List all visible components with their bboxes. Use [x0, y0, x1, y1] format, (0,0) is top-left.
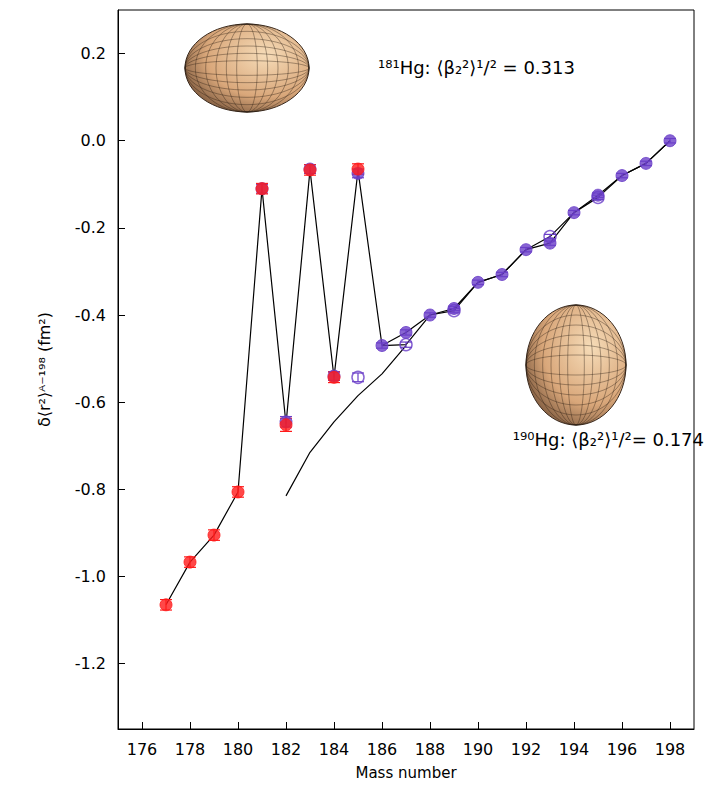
svg-text:186: 186: [367, 740, 398, 759]
svg-text:180: 180: [223, 740, 254, 759]
svg-text:-0.4: -0.4: [75, 306, 106, 325]
svg-text:192: 192: [511, 740, 542, 759]
svg-text:δ⟨r²⟩ᴬ⁻¹⁹⁸ (fm²): δ⟨r²⟩ᴬ⁻¹⁹⁸ (fm²): [35, 312, 54, 427]
svg-text:196: 196: [607, 740, 638, 759]
svg-text:178: 178: [175, 740, 206, 759]
svg-text:0.2: 0.2: [81, 44, 106, 63]
svg-text:-1.0: -1.0: [75, 567, 106, 586]
svg-text:¹⁸¹Hg: ⟨β₂²⟩¹/² = 0.313: ¹⁸¹Hg: ⟨β₂²⟩¹/² = 0.313: [378, 57, 575, 78]
svg-text:182: 182: [271, 740, 302, 759]
svg-text:-1.2: -1.2: [75, 654, 106, 673]
svg-text:-0.8: -0.8: [75, 480, 106, 499]
svg-text:-0.2: -0.2: [75, 218, 106, 237]
svg-text:-0.6: -0.6: [75, 393, 106, 412]
svg-text:¹⁹⁰Hg: ⟨β₂²⟩¹/²= 0.174: ¹⁹⁰Hg: ⟨β₂²⟩¹/²= 0.174: [513, 429, 704, 450]
svg-text:176: 176: [127, 740, 158, 759]
svg-text:184: 184: [319, 740, 350, 759]
svg-text:188: 188: [415, 740, 446, 759]
svg-text:198: 198: [655, 740, 686, 759]
svg-text:0.0: 0.0: [81, 131, 106, 150]
svg-text:194: 194: [559, 740, 590, 759]
svg-text:190: 190: [463, 740, 494, 759]
svg-text:Mass number: Mass number: [355, 764, 457, 782]
